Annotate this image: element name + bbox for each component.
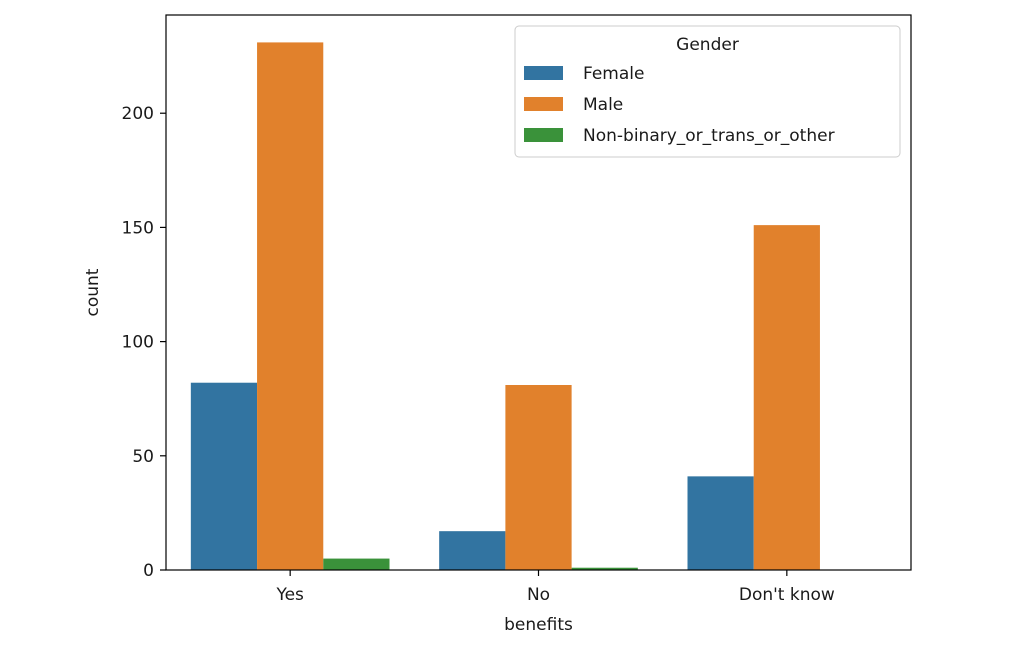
legend-label: Non-binary_or_trans_or_other (583, 126, 835, 146)
legend-swatch (524, 97, 563, 111)
y-axis: 0 50 100 150 200 (122, 104, 166, 581)
bar-yes-non-binary-or-trans-or-other (323, 558, 390, 570)
x-tick-label: Yes (275, 585, 304, 605)
x-axis: Yes No Don't know (275, 570, 835, 605)
bar-no-female (439, 531, 506, 570)
y-tick-label: 0 (143, 561, 154, 581)
bar-don-t-know-female (687, 476, 754, 570)
legend: Gender Female Male Non-binary_or_trans_or_… (514, 25, 901, 158)
bars-group (190, 42, 820, 570)
bar-no-non-binary-or-trans-or-other (571, 567, 638, 570)
bar-yes-female (190, 382, 258, 570)
bar-yes-male (257, 42, 324, 570)
bar-no-male (505, 385, 572, 570)
x-axis-label: benefits (504, 615, 573, 635)
y-tick-label: 50 (132, 447, 154, 467)
legend-box (514, 25, 901, 158)
x-tick-label: No (527, 585, 550, 605)
legend-label: Male (583, 95, 623, 115)
plot-frame (165, 14, 912, 571)
y-tick-label: 100 (122, 333, 154, 353)
x-tick-label: Don't know (739, 585, 835, 605)
y-tick-label: 200 (122, 104, 154, 124)
legend-items: Female Male Non-binary_or_trans_or_other (524, 64, 835, 146)
bar-don-t-know-male (753, 225, 820, 570)
y-axis-label: count (83, 268, 103, 316)
legend-swatch (524, 128, 563, 142)
legend-label: Female (583, 64, 644, 84)
legend-title: Gender (676, 35, 739, 55)
legend-swatch (524, 66, 563, 80)
y-tick-label: 150 (122, 218, 154, 238)
